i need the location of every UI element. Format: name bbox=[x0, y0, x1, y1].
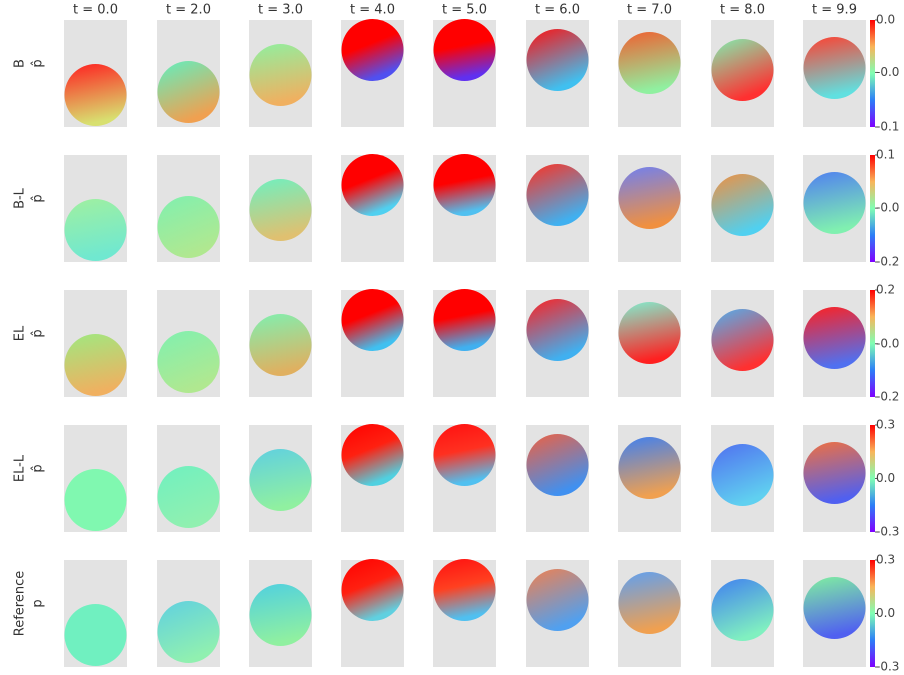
field-image bbox=[341, 154, 404, 216]
column-title: t = 9.9 bbox=[812, 3, 857, 18]
field-image bbox=[526, 164, 589, 226]
colorbar bbox=[870, 290, 875, 397]
column-title: t = 2.0 bbox=[166, 3, 211, 18]
field-image bbox=[618, 167, 681, 229]
colorbar-tick-label: 0.0 bbox=[876, 471, 895, 485]
field-image bbox=[618, 302, 681, 364]
field-image bbox=[64, 334, 127, 396]
colorbar-tick-label: 0.1 bbox=[876, 148, 895, 162]
row-label: B-L bbox=[13, 187, 28, 209]
field-image bbox=[526, 29, 589, 91]
field-image bbox=[618, 32, 681, 94]
field-image bbox=[249, 179, 312, 241]
row-label: EL-L bbox=[13, 454, 28, 482]
field-image bbox=[341, 289, 404, 351]
field-image bbox=[433, 559, 496, 621]
field-image bbox=[249, 584, 312, 646]
colorbar-tick-label: 0.2 bbox=[876, 283, 895, 297]
row-label: Reference bbox=[13, 571, 28, 636]
field-image bbox=[711, 444, 774, 506]
colorbar-tick-label: -0.0 bbox=[876, 201, 899, 215]
row-symbol: p̂ bbox=[31, 194, 46, 202]
field-image bbox=[618, 572, 681, 634]
colorbar-tick-label: 0.0 bbox=[876, 13, 895, 27]
column-title: t = 5.0 bbox=[442, 3, 487, 18]
row-label: EL bbox=[13, 325, 28, 341]
field-image bbox=[803, 37, 866, 99]
field-image bbox=[433, 289, 496, 351]
field-image bbox=[157, 61, 220, 123]
column-title: t = 3.0 bbox=[258, 3, 303, 18]
field-image bbox=[157, 331, 220, 393]
colorbar-tick-label: -0.2 bbox=[876, 390, 899, 404]
field-image bbox=[711, 174, 774, 236]
row-symbol: p bbox=[31, 599, 46, 607]
field-image bbox=[711, 39, 774, 101]
column-title: t = 7.0 bbox=[627, 3, 672, 18]
colorbar-tick-label: -0.1 bbox=[876, 120, 899, 134]
column-title: t = 4.0 bbox=[350, 3, 395, 18]
field-image bbox=[711, 309, 774, 371]
field-image bbox=[64, 469, 127, 531]
colorbar bbox=[870, 155, 875, 262]
column-title: t = 0.0 bbox=[73, 3, 118, 18]
field-image bbox=[341, 559, 404, 621]
field-image bbox=[249, 44, 312, 106]
field-image bbox=[64, 604, 127, 666]
field-image bbox=[526, 569, 589, 631]
field-image bbox=[64, 64, 127, 126]
colorbar-tick-label: -0.2 bbox=[876, 255, 899, 269]
row-symbol: p̂ bbox=[31, 329, 46, 337]
colorbar bbox=[870, 20, 875, 127]
field-image bbox=[526, 434, 589, 496]
colorbar-tick-label: 0.3 bbox=[876, 553, 895, 567]
field-image bbox=[803, 307, 866, 369]
row-symbol: p̂ bbox=[31, 59, 46, 67]
colorbar bbox=[870, 560, 875, 667]
row-label: B bbox=[13, 59, 28, 68]
field-image bbox=[433, 19, 496, 81]
colorbar-tick-label: -0.0 bbox=[876, 336, 899, 350]
field-image bbox=[711, 579, 774, 641]
field-image bbox=[64, 199, 127, 261]
column-title: t = 6.0 bbox=[535, 3, 580, 18]
field-image bbox=[249, 449, 312, 511]
field-image bbox=[157, 466, 220, 528]
colorbar-tick-label: 0.3 bbox=[876, 418, 895, 432]
field-image bbox=[341, 19, 404, 81]
field-image bbox=[433, 424, 496, 486]
field-image bbox=[157, 601, 220, 663]
colorbar-tick-label: -0.3 bbox=[876, 660, 899, 674]
colorbar-tick-label: -0.0 bbox=[876, 65, 899, 79]
field-image bbox=[433, 154, 496, 216]
field-image bbox=[803, 172, 866, 234]
colorbar-tick-label: -0.3 bbox=[876, 525, 899, 539]
row-symbol: p̂ bbox=[31, 464, 46, 472]
field-image bbox=[803, 442, 866, 504]
field-image bbox=[157, 196, 220, 258]
field-image bbox=[249, 314, 312, 376]
column-title: t = 8.0 bbox=[720, 3, 765, 18]
field-image bbox=[526, 299, 589, 361]
colorbar bbox=[870, 425, 875, 532]
colorbar-tick-label: 0.0 bbox=[876, 606, 895, 620]
field-image bbox=[618, 437, 681, 499]
field-image bbox=[803, 577, 866, 639]
field-image bbox=[341, 424, 404, 486]
